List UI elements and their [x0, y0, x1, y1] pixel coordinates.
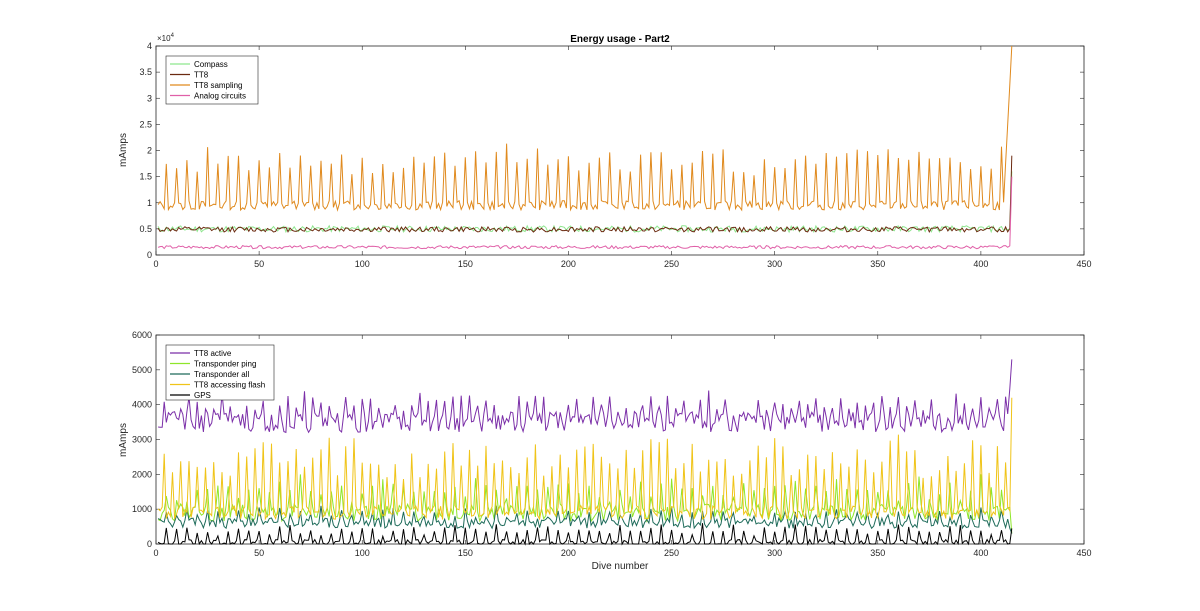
x-tick-label: 300 [767, 259, 782, 269]
x-tick-label: 0 [153, 548, 158, 558]
y-tick-label: 4000 [132, 400, 152, 410]
series-line-tt8-accessing-flash [157, 397, 1013, 521]
y-tick-label: 2000 [132, 469, 152, 479]
x-tick-label: 100 [355, 259, 370, 269]
y-tick-label: 0 [147, 250, 152, 260]
x-tick-label: 350 [870, 548, 885, 558]
top-chart-title: Energy usage - Part2 [570, 34, 670, 45]
bottom-y-axis-label: mAmps [118, 423, 129, 457]
y-tick-label: 2.5 [139, 119, 152, 129]
series-line-transponder-all [157, 505, 1013, 534]
x-tick-label: 350 [870, 259, 885, 269]
x-tick-label: 450 [1076, 548, 1091, 558]
bottom-axes: Dive number mAmps 0 50 100 150 200 250 300 350 4… [118, 330, 1092, 572]
x-tick-label: 50 [254, 259, 264, 269]
y-tick-label: 4 [147, 41, 152, 51]
y-tick-label: 1 [147, 198, 152, 208]
top-y-exponent: ×104 [157, 33, 175, 43]
x-tick-label: 250 [664, 548, 679, 558]
y-tick-label: 3000 [132, 435, 152, 445]
series-line-tt8-sampling [157, 45, 1013, 212]
legend-entry: TT8 active [194, 349, 232, 358]
legend-entry: Transponder all [194, 370, 250, 379]
y-tick-label: 1000 [132, 504, 152, 514]
legend-entry: Compass [194, 60, 228, 69]
bottom-x-axis-label: Dive number [592, 561, 649, 572]
x-tick-label: 150 [458, 259, 473, 269]
x-tick-label: 0 [153, 259, 158, 269]
x-tick-label: 450 [1076, 259, 1091, 269]
x-tick-label: 150 [458, 548, 473, 558]
series-line-transponder-ping [157, 474, 1013, 534]
x-tick-label: 400 [973, 259, 988, 269]
x-tick-label: 100 [355, 548, 370, 558]
top-axes: Energy usage - Part2 mAmps ×104 0 50 100 15… [118, 33, 1092, 269]
legend-box [165, 344, 275, 401]
legend-entry: GPS [194, 391, 211, 400]
legend-entry: TT8 [194, 71, 209, 80]
legend-entry: Analog circuits [194, 92, 246, 101]
y-tick-label: 0 [147, 539, 152, 549]
top-plot-area [155, 45, 1085, 256]
series-line-analog-circuits [157, 176, 1013, 250]
legend-entry: Transponder ping [194, 360, 256, 369]
bottom-series-lines [157, 359, 1013, 546]
y-tick-label: 2 [147, 146, 152, 156]
legend-entry: TT8 accessing flash [194, 381, 265, 390]
x-tick-label: 200 [561, 259, 576, 269]
series-line-tt8-active [158, 359, 1013, 434]
top-ticks: 0 50 100 150 200 250 300 350 400 450 0 0.5 1 1.5 2 2.5 3… [139, 41, 1091, 269]
y-tick-label: 5000 [132, 365, 152, 375]
y-tick-label: 0.5 [139, 224, 152, 234]
x-tick-label: 50 [254, 548, 264, 558]
y-tick-label: 3 [147, 93, 152, 103]
x-tick-label: 250 [664, 259, 679, 269]
top-y-exponent-power: 4 [171, 33, 175, 39]
x-tick-label: 400 [973, 548, 988, 558]
y-tick-label: 1.5 [139, 172, 152, 182]
y-tick-label: 6000 [132, 330, 152, 340]
top-y-axis-label: mAmps [118, 133, 129, 167]
top-series-lines [157, 45, 1013, 250]
y-tick-label: 3.5 [139, 67, 152, 77]
legend-entry: TT8 sampling [194, 81, 242, 90]
series-line-gps [157, 523, 1013, 546]
x-tick-label: 300 [767, 548, 782, 558]
series-line-tt8 [157, 155, 1013, 234]
top-y-exponent-base: ×10 [157, 34, 171, 43]
bottom-ticks: 0 50 100 150 200 250 300 350 400 450 0 1000 2000 3000… [132, 330, 1092, 558]
x-tick-label: 200 [561, 548, 576, 558]
